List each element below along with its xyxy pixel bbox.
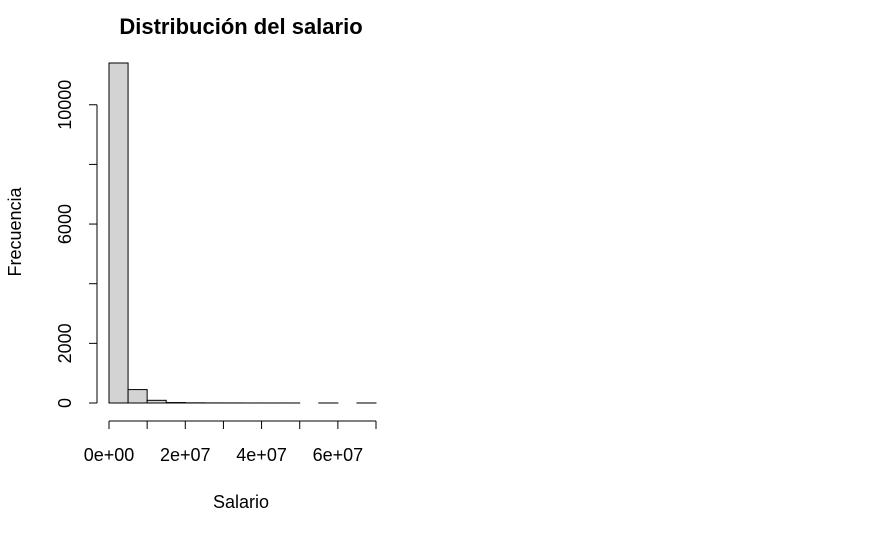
bars-group: [108, 62, 377, 404]
y-axis: 0 2000 6000 10000: [55, 80, 98, 408]
y-tick-label-2: 6000: [55, 204, 75, 244]
y-tick-label-3: 10000: [55, 80, 75, 130]
y-tick-label-1: 2000: [55, 323, 75, 363]
y-axis-label: Frecuencia: [5, 186, 25, 276]
x-tick-label-2: 4e+07: [236, 445, 287, 465]
chart-title: Distribución del salario: [119, 14, 362, 39]
x-axis: 0e+00 2e+07 4e+07 6e+07: [84, 420, 377, 465]
histogram-bar-0: [108, 62, 129, 404]
y-tick-label-0: 0: [55, 398, 75, 408]
x-axis-label: Salario: [213, 492, 269, 512]
x-tick-label-3: 6e+07: [313, 445, 364, 465]
x-tick-label-1: 2e+07: [160, 445, 211, 465]
x-tick-label-0: 0e+00: [84, 445, 135, 465]
histogram-bar-2: [146, 399, 167, 404]
histogram-bar-1: [127, 389, 148, 404]
